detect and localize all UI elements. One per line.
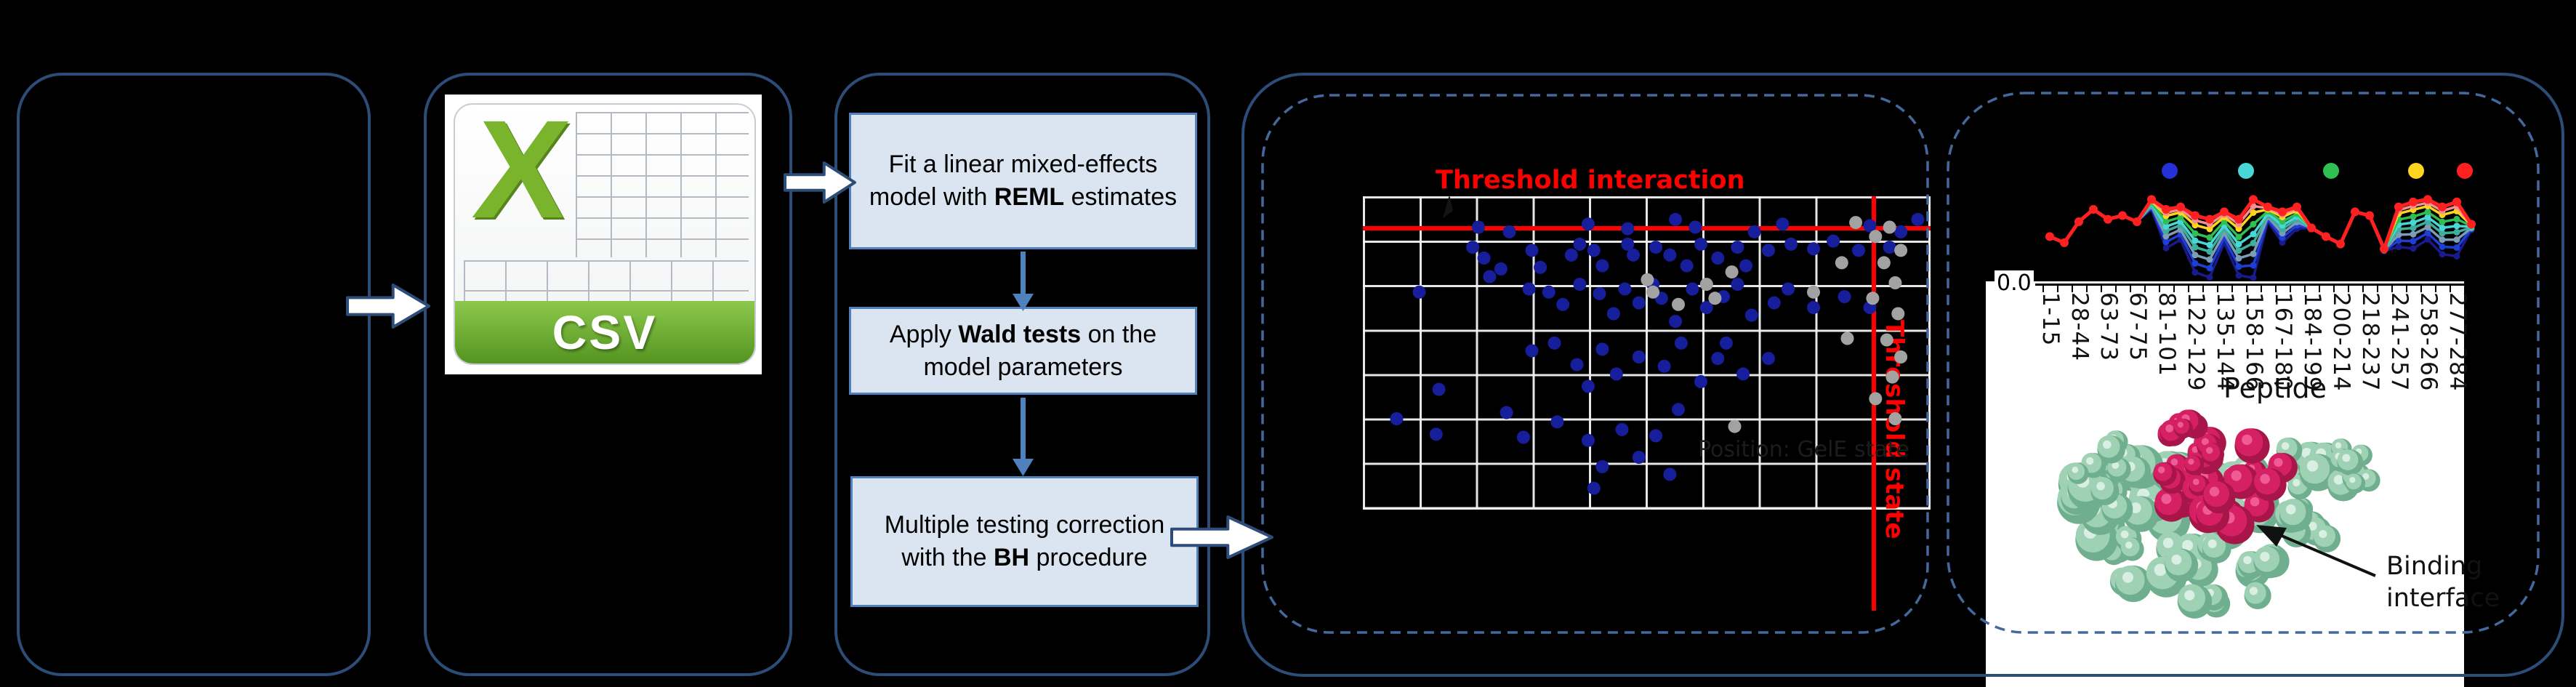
panel-csv bbox=[424, 73, 792, 676]
step-fit-model: Fit a linear mixed-effects model with RE… bbox=[849, 113, 1197, 249]
csv-banner-label: CSV bbox=[552, 305, 658, 359]
step-multiple-testing: Multiple testing correction with the BH p… bbox=[850, 476, 1199, 607]
panel-results bbox=[1241, 73, 2564, 677]
panel-input bbox=[17, 73, 371, 676]
csv-banner: CSV bbox=[455, 301, 754, 363]
csv-file-icon: X CSV bbox=[454, 103, 756, 365]
spreadsheet-grid-top bbox=[576, 112, 749, 257]
csv-file-image: X CSV bbox=[445, 95, 762, 374]
panel-statistics bbox=[834, 73, 1210, 676]
